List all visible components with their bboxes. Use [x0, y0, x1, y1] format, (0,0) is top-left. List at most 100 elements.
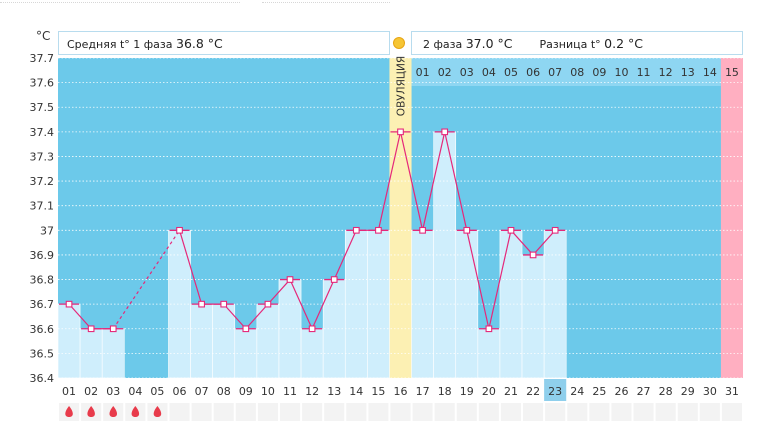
x-day-label: 01 [62, 385, 76, 398]
diff-label: Разница t° [539, 38, 601, 51]
temp-line-segment [444, 131, 468, 231]
x-day-label: 15 [371, 385, 385, 398]
day-cell [456, 403, 477, 421]
temp-point [65, 300, 73, 308]
day-cell [655, 403, 676, 421]
day-cell [302, 403, 323, 421]
drop-icon [65, 406, 73, 417]
phase2-day-label: 13 [681, 66, 695, 79]
temp-point [220, 300, 228, 308]
diff-value: 0.2 °C [604, 36, 643, 51]
phase2-header-strip [411, 58, 721, 86]
y-tick-label: 37.2 [30, 175, 55, 188]
day-cell [324, 403, 345, 421]
day-cell [434, 403, 455, 421]
temp-line-segment [112, 229, 181, 330]
x-day-label: 24 [570, 385, 584, 398]
temp-line-segment [510, 229, 534, 256]
day-cell [346, 403, 367, 421]
phase2-day-label: 06 [526, 66, 540, 79]
x-day-label: 25 [592, 385, 606, 398]
temp-line-segment [377, 131, 402, 231]
y-tick-label: 36.9 [30, 249, 55, 262]
phase1-value: 36.8 °C [176, 36, 223, 51]
drop-icon [153, 406, 162, 417]
x-day-label: 20 [482, 385, 496, 398]
x-day-label: 12 [305, 385, 319, 398]
temp-line-segment [333, 230, 357, 280]
temp-point [109, 325, 117, 333]
temp-line-segment [311, 279, 335, 330]
x-day-label: 29 [681, 385, 695, 398]
y-tick-label: 36.8 [30, 274, 55, 287]
temp-point [463, 226, 471, 234]
x-day-label: 31 [725, 385, 739, 398]
phase1-label: Средняя t° 1 фаза [67, 38, 173, 51]
top-divider-left [0, 0, 240, 3]
x-day-label: 14 [349, 385, 363, 398]
ovulation-column [389, 58, 412, 378]
last-day-column [720, 58, 743, 378]
phase2-day-label: 12 [659, 66, 673, 79]
x-day-label: 08 [217, 385, 231, 398]
temp-line-segment [399, 131, 424, 231]
x-day-label: 02 [84, 385, 98, 398]
phase2-label: 2 фаза [423, 38, 463, 51]
phase2-value: 37.0 °C [465, 36, 513, 51]
day-cell [213, 403, 234, 421]
phase2-day-label: 01 [416, 66, 430, 79]
y-tick-label: 36.5 [30, 347, 55, 360]
bar-day-01 [57, 303, 81, 379]
temp-point [551, 226, 559, 234]
temp-point [286, 276, 294, 283]
unit-label: °C [36, 29, 50, 43]
x-day-label: 07 [195, 385, 209, 398]
x-day-label: 05 [150, 385, 164, 398]
y-tick-label: 36.7 [30, 298, 55, 311]
day-cell [523, 403, 544, 421]
x-day-label: 04 [128, 385, 142, 398]
x-day-label: 18 [438, 385, 452, 398]
temp-line-segment [289, 279, 313, 330]
phase2-day-label: 05 [504, 66, 518, 79]
phase2-day-label: 07 [548, 66, 562, 79]
drop-icon [131, 406, 140, 417]
x-day-label: 06 [173, 385, 187, 398]
phase2-day-label: 04 [482, 66, 496, 79]
temp-line-segment [532, 229, 556, 256]
temp-line-segment [223, 303, 247, 330]
bar-day-06 [168, 230, 191, 379]
phase2-day-label: 09 [592, 66, 606, 79]
x-day-label: 21 [504, 385, 518, 398]
drop-icon [109, 406, 117, 417]
y-tick-label: 37.5 [30, 101, 55, 114]
day-cell [169, 403, 190, 421]
day-cell [257, 403, 278, 421]
day-cell [721, 403, 742, 421]
phase2-day-label: 10 [614, 66, 628, 79]
day-cell [589, 403, 610, 421]
temp-point [375, 226, 382, 234]
day-cell [390, 403, 411, 421]
day-cell [368, 403, 389, 421]
day-cell [500, 403, 522, 421]
day-cell [412, 403, 433, 421]
day-cell [279, 403, 301, 421]
temp-line-segment [488, 230, 512, 329]
phase1-info: Средняя t° 1 фаза 36.8 °C [58, 31, 390, 55]
day-cell [633, 403, 654, 421]
y-tick-label: 37.3 [30, 150, 55, 163]
temp-point [242, 325, 250, 333]
x-day-label: 03 [106, 385, 120, 398]
x-day-label: 19 [460, 385, 474, 398]
temp-line-segment [178, 230, 203, 305]
phase2-day-label: 08 [570, 66, 584, 79]
phase2-day-label: 02 [438, 66, 452, 79]
temp-point [176, 226, 183, 234]
temp-point [352, 226, 360, 234]
temp-line-segment [466, 230, 490, 329]
drop-icon [87, 406, 95, 417]
bar-day-03 [101, 328, 125, 379]
sun-icon [393, 37, 405, 49]
top-divider-right [262, 0, 390, 3]
